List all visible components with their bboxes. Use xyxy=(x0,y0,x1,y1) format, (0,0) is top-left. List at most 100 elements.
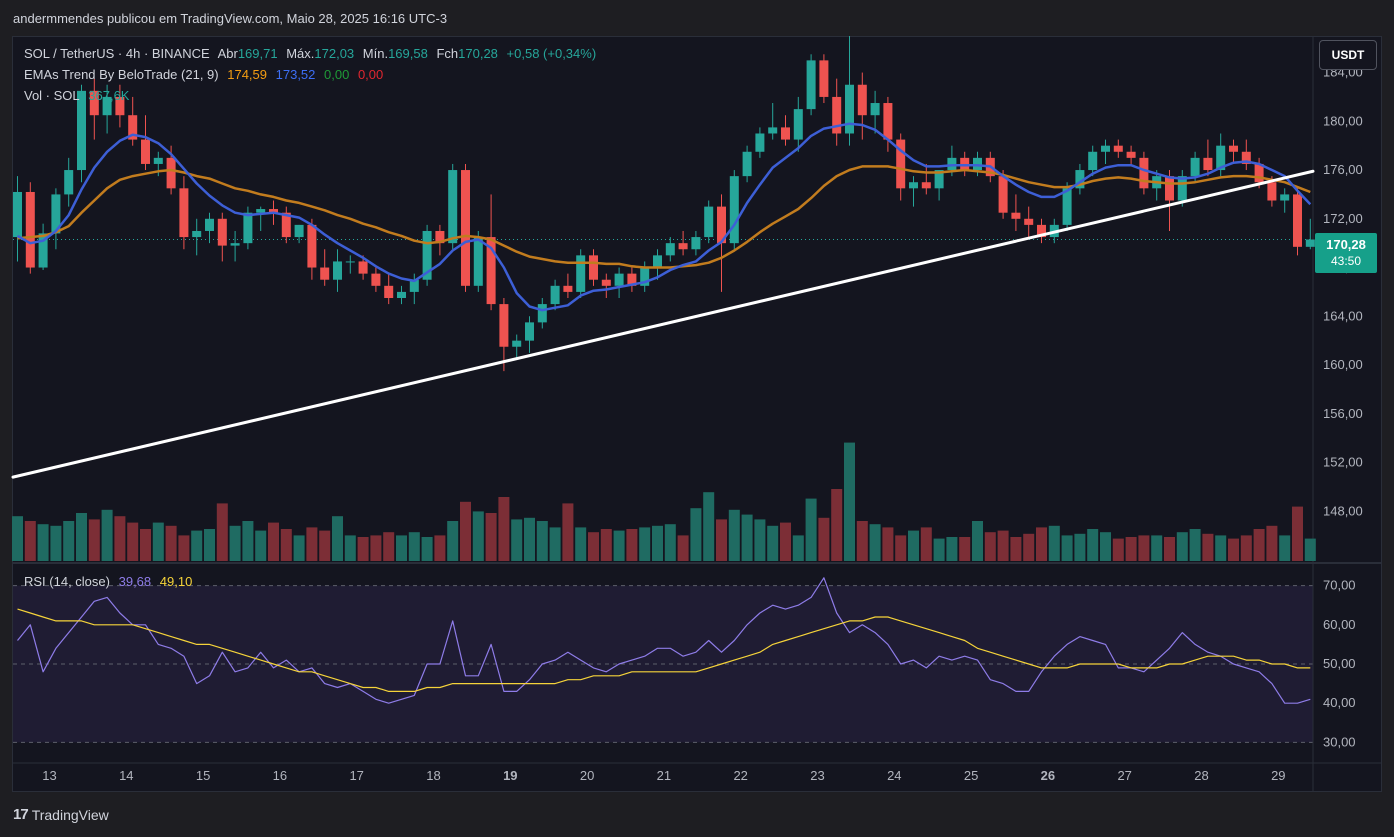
volume-bar xyxy=(268,522,279,561)
volume-bar xyxy=(549,527,561,561)
candle-body xyxy=(1293,194,1302,247)
candle-countdown: 43:50 xyxy=(1330,254,1362,268)
volume-bar xyxy=(1036,527,1047,561)
price-tick-label: 156,00 xyxy=(1323,406,1363,421)
legend-ema: EMAs Trend By BeloTrade (21, 9) 174,59 1… xyxy=(24,67,388,82)
volume-bar xyxy=(1087,529,1099,561)
candle-body xyxy=(256,209,266,213)
rsi-ma-value: 49,10 xyxy=(159,574,193,589)
symbol-label[interactable]: SOL / TetherUS · 4h · BINANCE xyxy=(24,46,210,61)
candle-body xyxy=(1024,218,1034,225)
candle-body xyxy=(1011,212,1021,219)
volume-bar xyxy=(460,501,471,561)
volume-bar xyxy=(690,508,702,561)
volume-bar xyxy=(959,537,971,561)
time-tick-label: 28 xyxy=(1194,768,1208,783)
time-tick-label: 17 xyxy=(349,768,363,783)
volume-bar xyxy=(767,525,779,561)
candle-body xyxy=(691,237,701,250)
volume-bar xyxy=(472,511,484,561)
volume-bar xyxy=(1266,525,1278,561)
volume-bar xyxy=(869,524,881,561)
candle-body xyxy=(269,209,278,213)
volume-bar xyxy=(1112,538,1124,561)
volume-indicator-name[interactable]: Vol · SOL xyxy=(24,88,80,103)
currency-button[interactable]: USDT xyxy=(1319,40,1377,70)
volume-bar xyxy=(255,530,267,561)
open-label: Abr xyxy=(217,46,238,61)
volume-bar xyxy=(178,535,190,561)
time-tick-label: 23 xyxy=(810,768,824,783)
volume-bar xyxy=(1138,535,1150,561)
volume-bar xyxy=(1100,532,1111,561)
candle-body xyxy=(537,304,547,323)
volume-bar xyxy=(920,527,932,561)
volume-bar xyxy=(805,498,817,561)
footer-brand[interactable]: 17 TradingView xyxy=(13,806,109,823)
candle-body xyxy=(153,157,163,164)
volume-bar xyxy=(63,521,75,561)
volume-bar xyxy=(306,527,318,561)
candle-body xyxy=(627,273,637,286)
candle-body xyxy=(1177,176,1187,201)
candle-body xyxy=(896,139,906,189)
volume-bar xyxy=(1176,532,1188,561)
candle-body xyxy=(1267,182,1277,201)
volume-bar xyxy=(844,442,855,561)
volume-bar xyxy=(1048,525,1060,561)
volume-bar xyxy=(434,535,446,561)
volume-bar xyxy=(639,527,651,561)
ema-value-3: 0,00 xyxy=(324,67,350,82)
volume-bar xyxy=(421,537,433,561)
volume-bar xyxy=(344,535,356,561)
volume-bar xyxy=(716,519,727,561)
candle-body xyxy=(397,291,406,298)
candle-body xyxy=(64,170,74,195)
volume-bar xyxy=(242,521,254,561)
legend-main: SOL / TetherUS · 4h · BINANCE Abr169,71 … xyxy=(24,46,601,61)
candle-body xyxy=(179,188,189,238)
rsi-line xyxy=(17,577,1311,704)
candle-body xyxy=(38,233,48,268)
volume-bar xyxy=(626,529,638,561)
candle-body xyxy=(128,115,138,140)
volume-bar xyxy=(588,532,599,561)
candle-body xyxy=(448,170,458,244)
low-value: 169,58 xyxy=(388,46,428,61)
volume-bar xyxy=(741,514,753,561)
volume-bar xyxy=(408,532,420,561)
candle-body xyxy=(281,212,291,238)
candle-body xyxy=(1101,145,1110,152)
candle-body xyxy=(909,182,918,189)
rsi-indicator-name[interactable]: RSI (14, close) xyxy=(24,574,110,589)
volume-bar xyxy=(76,513,87,561)
volume-bar xyxy=(536,521,548,561)
candle-body xyxy=(845,84,854,134)
candle-body xyxy=(307,224,317,268)
candle-body xyxy=(1305,239,1315,247)
candle-body xyxy=(1113,145,1123,152)
candle-body xyxy=(934,170,944,189)
candle-body xyxy=(320,267,330,280)
price-tick-label: 148,00 xyxy=(1323,503,1363,518)
high-value: 172,03 xyxy=(314,46,355,61)
rsi-tick-label: 50,00 xyxy=(1323,656,1356,671)
publish-info: andermmendes publicou em TradingView.com… xyxy=(13,11,448,26)
volume-bar xyxy=(229,525,241,561)
candle-body xyxy=(1216,145,1226,171)
candle-body xyxy=(77,90,86,171)
volume-bar xyxy=(1164,537,1175,561)
time-tick-label: 26 xyxy=(1041,768,1055,783)
volume-bar xyxy=(396,535,407,561)
candle-body xyxy=(1241,151,1251,164)
volume-bar xyxy=(357,537,369,561)
ema-indicator-name[interactable]: EMAs Trend By BeloTrade (21, 9) xyxy=(24,67,219,82)
price-tick-label: 172,00 xyxy=(1323,211,1363,226)
volume-bar xyxy=(984,532,996,561)
volume-bar xyxy=(895,535,907,561)
low-label: Mín. xyxy=(362,46,389,61)
candle-body xyxy=(550,285,560,305)
candle-body xyxy=(525,322,534,341)
time-tick-label: 18 xyxy=(426,768,440,783)
